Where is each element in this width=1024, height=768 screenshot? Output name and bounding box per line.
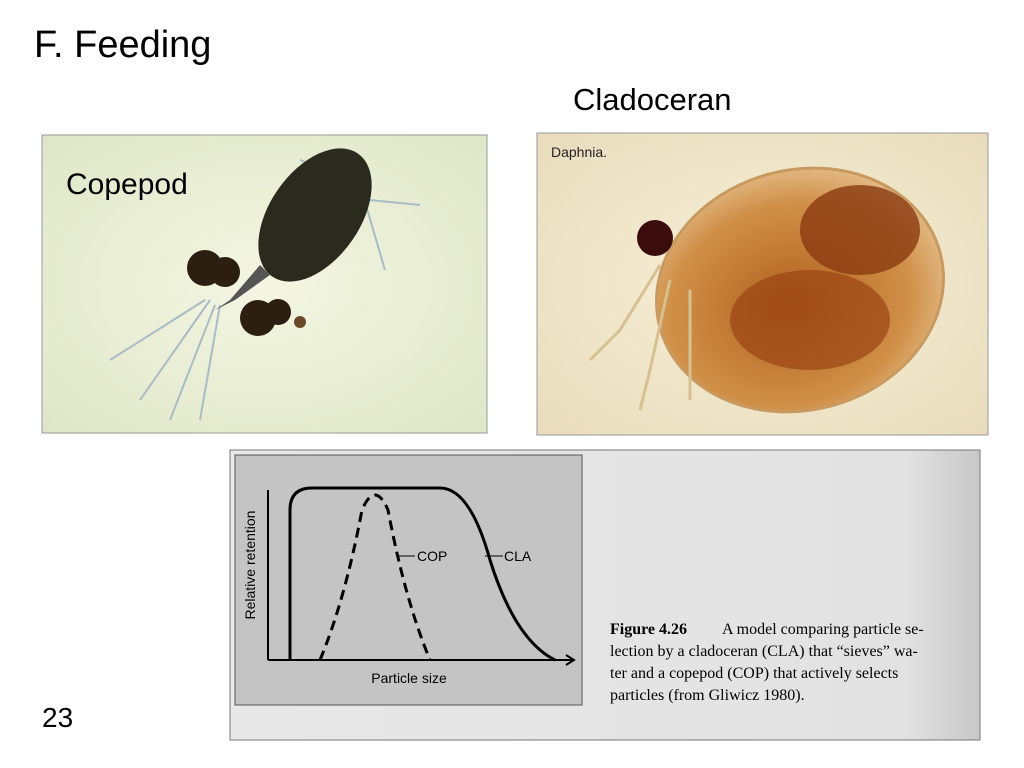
heading: Cladoceran <box>573 82 732 117</box>
figure-scan <box>229 449 981 741</box>
caption-line: particles (from Gliwicz 1980). <box>610 687 805 704</box>
caption-line: A model comparing particle se- <box>722 621 924 638</box>
caption-line: ter and a copepod (COP) that actively se… <box>610 665 898 682</box>
caption-line: lection by a cladoceran (CLA) that “siev… <box>610 643 918 660</box>
x-axis-label: Particle size <box>371 670 447 686</box>
page-number: 23 <box>42 702 73 733</box>
y-axis-label: Relative retention <box>242 511 258 620</box>
photo-caption: Daphnia. <box>551 144 607 160</box>
caption-label: Figure 4.26 <box>610 621 687 638</box>
curve-label: CLA <box>504 548 532 564</box>
photo-label: Copepod <box>66 168 188 201</box>
daphnia-photo <box>536 132 989 436</box>
curve-label: COP <box>417 548 447 564</box>
copepod-photo <box>41 134 488 434</box>
title: F. Feeding <box>34 24 211 66</box>
